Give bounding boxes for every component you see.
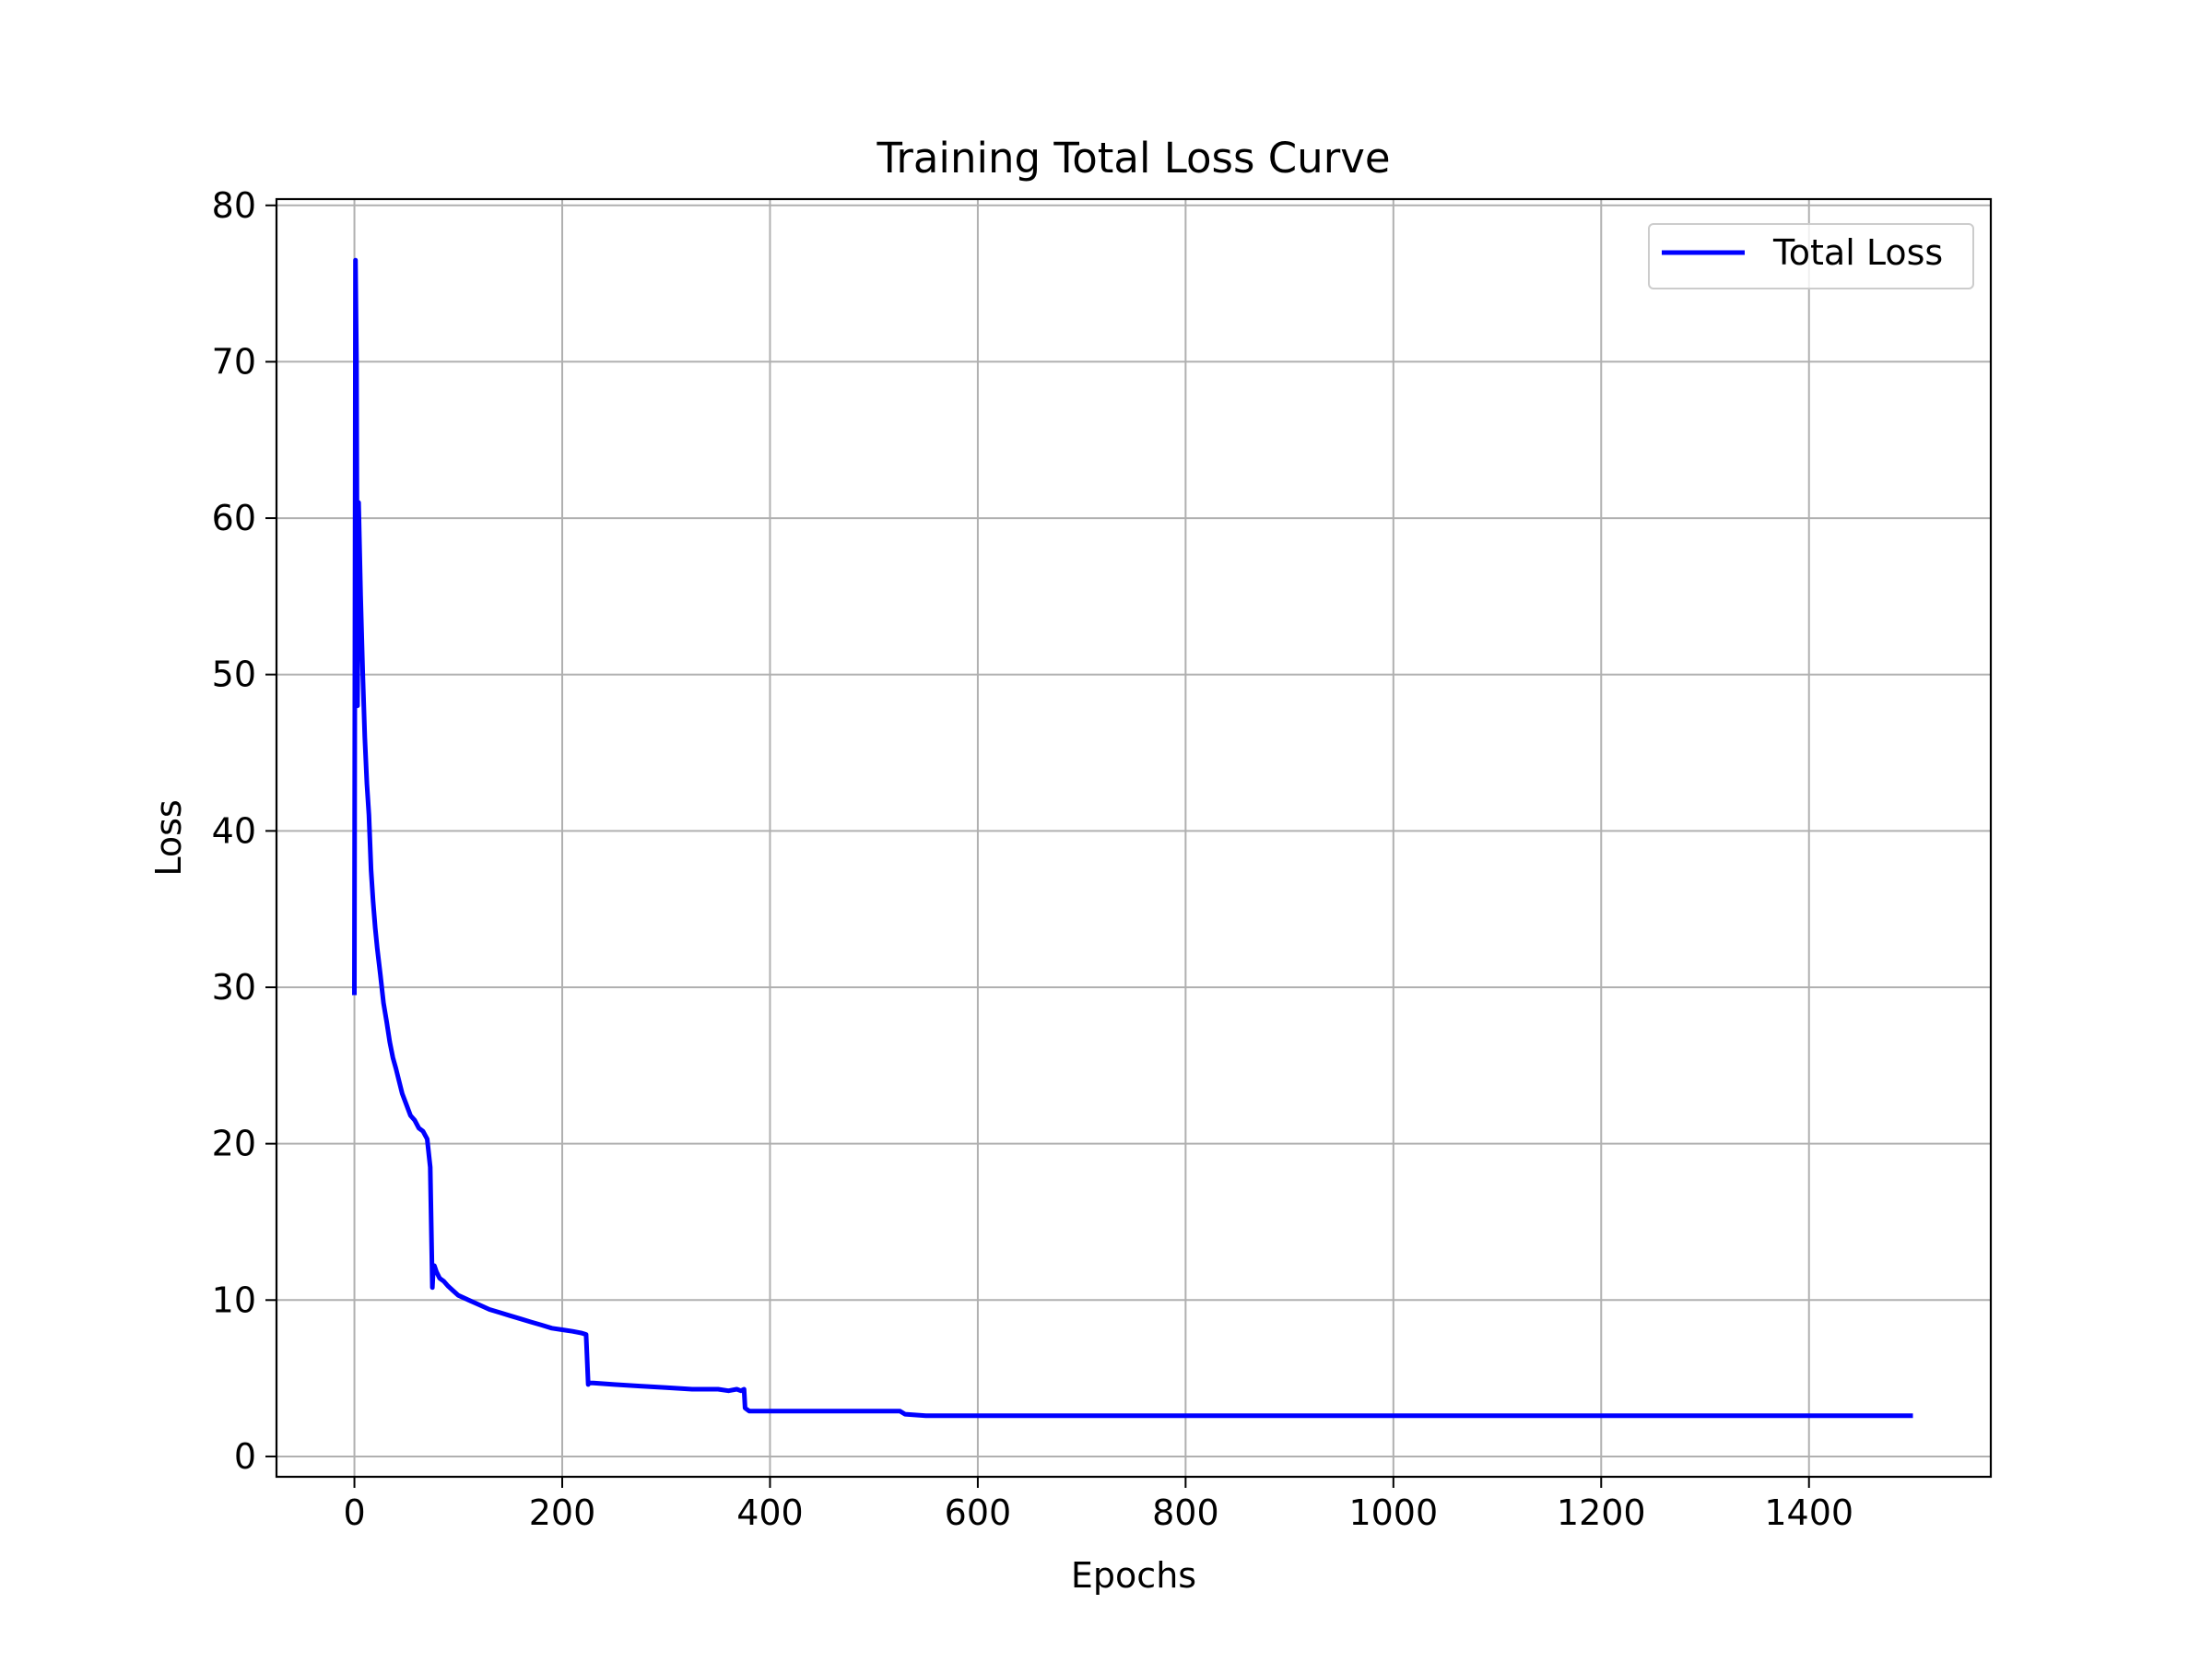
grid-lines	[276, 199, 1991, 1477]
y-tick-label: 40	[212, 810, 256, 851]
x-axis-label: Epochs	[1071, 1555, 1196, 1596]
axis-ticks: 0 200 400 600 800 1000 1200 1400 0 10 20 30 40 50 60 70…	[212, 185, 1853, 1533]
series-line-total-loss	[352, 257, 1913, 1419]
y-tick-label: 60	[212, 498, 256, 538]
y-tick-label: 0	[234, 1436, 256, 1477]
chart-title: Training Total Loss Curve	[876, 134, 1390, 183]
y-tick-label: 30	[212, 967, 256, 1008]
x-tick-label: 200	[529, 1492, 596, 1533]
legend: Total Loss	[1648, 223, 1974, 289]
y-tick-label: 50	[212, 655, 256, 695]
y-axis-label: Loss	[148, 799, 189, 876]
legend-box	[1648, 223, 1974, 289]
plot-frame	[275, 197, 1993, 1479]
y-tick-label: 20	[212, 1124, 256, 1164]
x-tick-label: 1000	[1348, 1492, 1438, 1533]
legend-label-total-loss: Total Loss	[1772, 232, 1943, 273]
y-tick-label: 80	[212, 185, 256, 226]
y-tick-label: 70	[212, 341, 256, 382]
y-tick-label: 10	[212, 1280, 256, 1320]
x-tick-label: 1200	[1557, 1492, 1646, 1533]
x-tick-label: 1400	[1764, 1492, 1853, 1533]
x-tick-label: 0	[343, 1492, 365, 1533]
x-tick-label: 400	[736, 1492, 804, 1533]
x-tick-label: 600	[945, 1492, 1012, 1533]
x-tick-label: 800	[1152, 1492, 1219, 1533]
series-lines	[352, 257, 1913, 1419]
